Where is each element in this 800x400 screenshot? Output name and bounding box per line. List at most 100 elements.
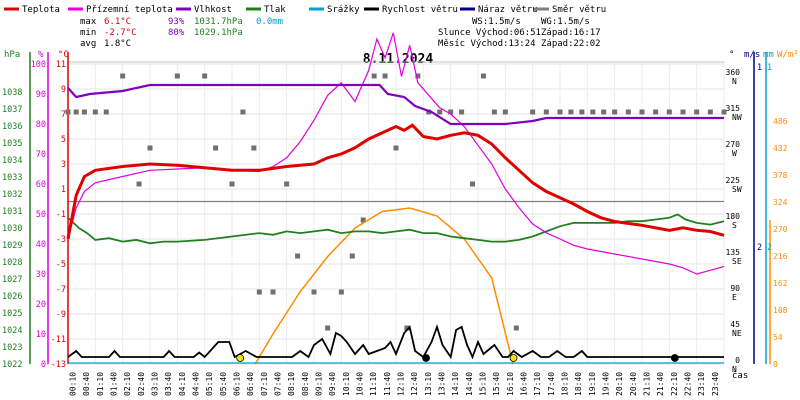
dir-point xyxy=(568,109,574,115)
tick-hpa: 1033 xyxy=(2,173,22,183)
tick-pct: 30 xyxy=(36,270,46,280)
dir-point xyxy=(295,253,301,259)
tick-time: 01:10 xyxy=(96,372,105,396)
tick-dir-deg: 180 xyxy=(726,212,741,221)
tick-dir-deg: 135 xyxy=(726,248,741,257)
tick-wm: 108 xyxy=(773,306,788,315)
dir-point xyxy=(393,145,399,151)
tick-time: 09:40 xyxy=(328,372,337,396)
dir-point xyxy=(174,73,180,79)
dir-point xyxy=(256,289,262,295)
tick-wm: 486 xyxy=(773,117,788,126)
legend-item-rain: Srážky xyxy=(309,5,360,15)
tick-time: 11:40 xyxy=(383,372,392,396)
tick-mm: 1 xyxy=(767,63,772,73)
tick-pct: 80 xyxy=(36,120,46,130)
dir-point xyxy=(721,109,727,115)
stats-hum-min: 80% xyxy=(168,28,185,38)
tick-hpa: 1035 xyxy=(2,139,22,149)
tick-dir-name: N xyxy=(732,365,737,374)
dir-point xyxy=(680,109,686,115)
plot-area xyxy=(65,32,727,365)
tick-wm: 216 xyxy=(773,252,788,261)
dir-point xyxy=(639,109,645,115)
tick-c: 5 xyxy=(61,135,66,145)
dir-point xyxy=(325,325,331,331)
dir-point xyxy=(240,109,246,115)
legend-label-wind: Rychlost větru xyxy=(382,5,458,15)
tick-time: 03:10 xyxy=(151,372,160,396)
info-moonset: Západ:22:02 xyxy=(541,39,601,49)
tick-time: 20:40 xyxy=(629,372,638,396)
moon-marker xyxy=(422,354,430,362)
legend-label-dir: Směr větru xyxy=(552,5,606,15)
dir-point xyxy=(415,73,421,79)
tick-time: 19:40 xyxy=(602,372,611,396)
tick-time: 02:40 xyxy=(137,372,146,396)
tick-wm: 378 xyxy=(773,171,788,180)
stats-press-max: 1031.7hPa xyxy=(194,17,243,27)
tick-time: 21:10 xyxy=(643,372,652,396)
dir-point xyxy=(601,109,607,115)
tick-time: 00:40 xyxy=(82,372,91,396)
series-wind xyxy=(67,324,724,360)
tick-time: 17:40 xyxy=(547,372,556,396)
tick-dir-name: E xyxy=(732,293,737,302)
dir-point xyxy=(73,109,79,115)
tick-dir-name: SW xyxy=(732,185,742,194)
dir-point xyxy=(65,109,71,115)
legend-item-dir: Směr větru xyxy=(534,5,606,15)
tick-time: 09:10 xyxy=(315,372,324,396)
tick-hpa: 1037 xyxy=(2,105,22,115)
dir-point xyxy=(311,289,317,295)
dir-point xyxy=(147,145,153,151)
tick-hpa: 1034 xyxy=(2,156,22,166)
dir-point xyxy=(229,181,235,187)
dir-point xyxy=(360,217,366,223)
dir-point xyxy=(81,109,87,115)
stats-temp-max: 6.1°C xyxy=(104,17,131,27)
tick-c: -11 xyxy=(51,335,66,345)
dir-point xyxy=(338,289,344,295)
legend-label-gust: Náraz větru xyxy=(478,5,538,15)
legend-label-rain: Srážky xyxy=(327,5,360,15)
tick-hpa: 1029 xyxy=(2,241,22,251)
tick-time: 07:40 xyxy=(274,372,283,396)
series-press xyxy=(67,213,725,245)
tick-wm: 432 xyxy=(773,144,788,153)
dir-point xyxy=(448,109,454,115)
tick-dir-name: SE xyxy=(732,257,742,266)
legend-label-temp: Teplota xyxy=(22,5,60,15)
tick-time: 15:10 xyxy=(479,372,488,396)
dir-point xyxy=(557,109,563,115)
dir-point xyxy=(480,73,486,79)
dir-point xyxy=(437,109,443,115)
tick-c: -7 xyxy=(56,285,66,295)
legend: Teplota Přízemní teplota Vlhkost Tlak Srážky… xyxy=(4,5,606,15)
tick-pct: 70 xyxy=(36,150,46,160)
tick-c: -1 xyxy=(56,210,66,220)
tick-time: 18:10 xyxy=(561,372,570,396)
tick-time: 11:10 xyxy=(369,372,378,396)
tick-time: 13:40 xyxy=(438,372,447,396)
tick-ms: 2 xyxy=(757,243,762,253)
tick-dir-name: NE xyxy=(732,329,742,338)
tick-dir-deg: 315 xyxy=(726,104,741,113)
axis-title-c: °C xyxy=(58,50,69,60)
tick-time: 12:10 xyxy=(397,372,406,396)
stats-block: max 6.1°C 93% 1031.7hPa 0.0mm min -2.7°C 80% 102… xyxy=(80,17,283,49)
stats-label-min: min xyxy=(80,28,96,38)
tick-time: 18:40 xyxy=(574,372,583,396)
tick-c: 11 xyxy=(56,60,66,70)
dir-point xyxy=(590,109,596,115)
dir-point xyxy=(653,109,659,115)
tick-time: 14:40 xyxy=(465,372,474,396)
series-sun-curve xyxy=(254,207,514,365)
stats-temp-avg: 1.8°C xyxy=(104,39,131,49)
tick-c: 9 xyxy=(61,85,66,95)
tick-hpa: 1025 xyxy=(2,309,22,319)
tick-wm: 0 xyxy=(773,360,778,369)
info-wg: WG:1.5m/s xyxy=(541,17,590,27)
